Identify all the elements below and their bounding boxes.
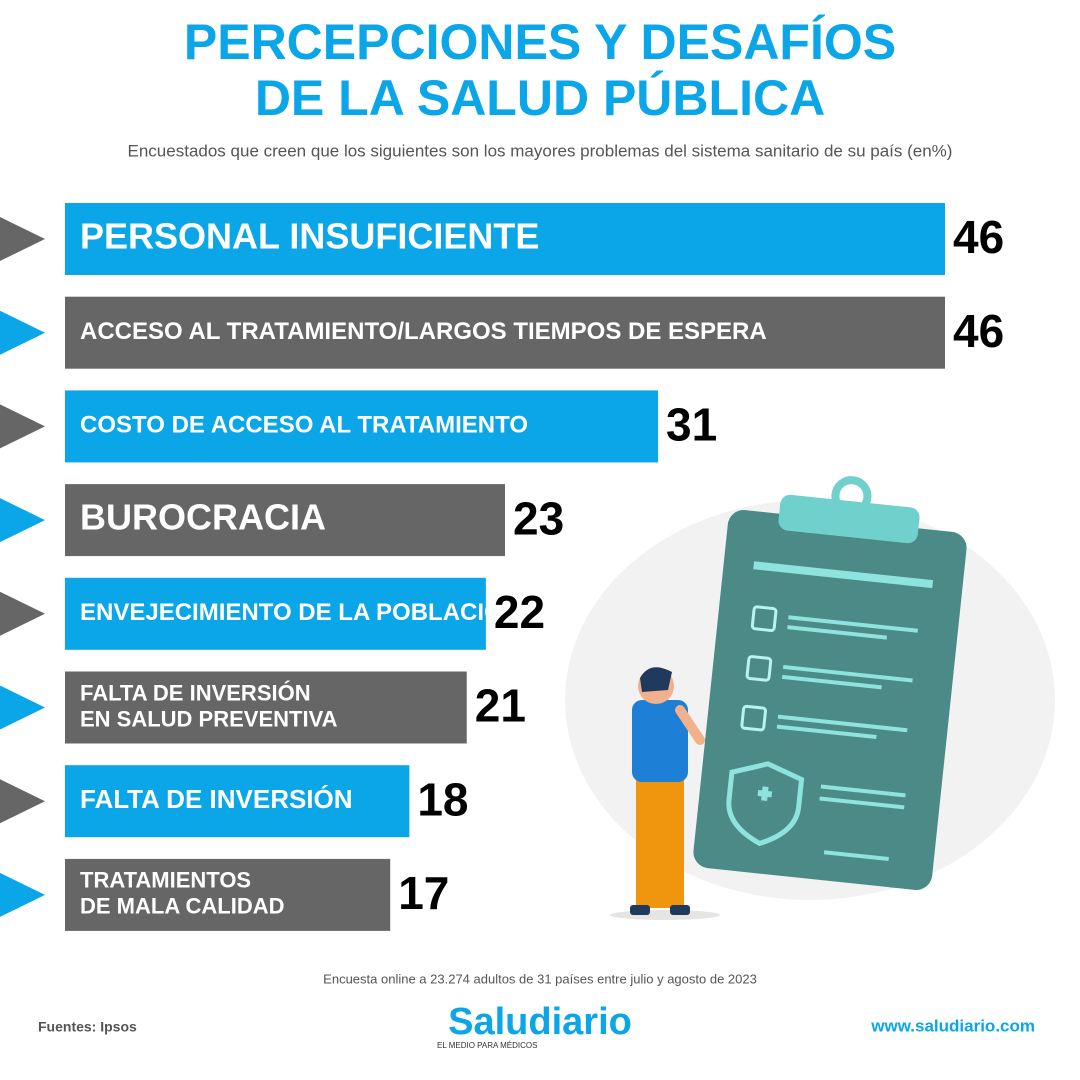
note: Encuesta online a 23.274 adultos de 31 p…: [323, 971, 757, 986]
bar: [65, 203, 945, 275]
source: Fuentes: Ipsos: [38, 1019, 137, 1035]
illustration: [565, 476, 1055, 920]
arrow: [0, 779, 45, 824]
bar: [65, 671, 467, 744]
bar-label: TRATAMIENTOS: [80, 868, 251, 893]
brand: Saludiario: [448, 1001, 632, 1043]
value-label: 46: [953, 305, 1004, 357]
bar-label: ENVEJECIMIENTO DE LA POBLACIÓN: [80, 598, 520, 626]
bar: [65, 296, 945, 369]
bar-label: EN SALUD PREVENTIVA: [80, 706, 338, 731]
bar-label: FALTA DE INVERSIÓN: [80, 784, 353, 814]
value-label: 23: [513, 492, 564, 544]
bar-label: ACCESO AL TRATAMIENTO/LARGOS TIEMPOS DE …: [80, 318, 767, 345]
value-label: 21: [475, 680, 526, 732]
arrow: [0, 217, 45, 261]
arrow: [0, 404, 45, 449]
bar: [65, 484, 505, 557]
arrow: [0, 685, 45, 730]
bar-label: BUROCRACIA: [80, 497, 326, 538]
bar: [65, 390, 659, 463]
value-label: 46: [953, 211, 1004, 263]
value-label: 18: [417, 773, 468, 825]
arrow: [0, 498, 45, 543]
bar-label: PERSONAL INSUFICIENTE: [80, 216, 539, 257]
bar: [65, 765, 410, 838]
value-label: 22: [494, 586, 545, 638]
title-line: PERCEPCIONES Y DESAFÍOS: [184, 14, 896, 70]
bar-label: DE MALA CALIDAD: [80, 894, 285, 919]
arrow: [0, 591, 45, 636]
value-label: 17: [398, 867, 449, 919]
bar: [65, 577, 486, 650]
tagline: EL MEDIO PARA MÉDICOS: [437, 1041, 537, 1050]
arrow: [0, 872, 45, 917]
subtitle: Encuestados que creen que los siguientes…: [128, 141, 953, 160]
url: www.saludiario.com: [870, 1016, 1035, 1035]
bar: [65, 858, 391, 931]
bar-label: FALTA DE INVERSIÓN: [80, 680, 311, 705]
title-line: DE LA SALUD PÚBLICA: [255, 70, 825, 126]
value-label: 31: [666, 399, 717, 451]
arrow: [0, 310, 45, 355]
bar-label: COSTO DE ACCESO AL TRATAMIENTO: [80, 412, 528, 439]
